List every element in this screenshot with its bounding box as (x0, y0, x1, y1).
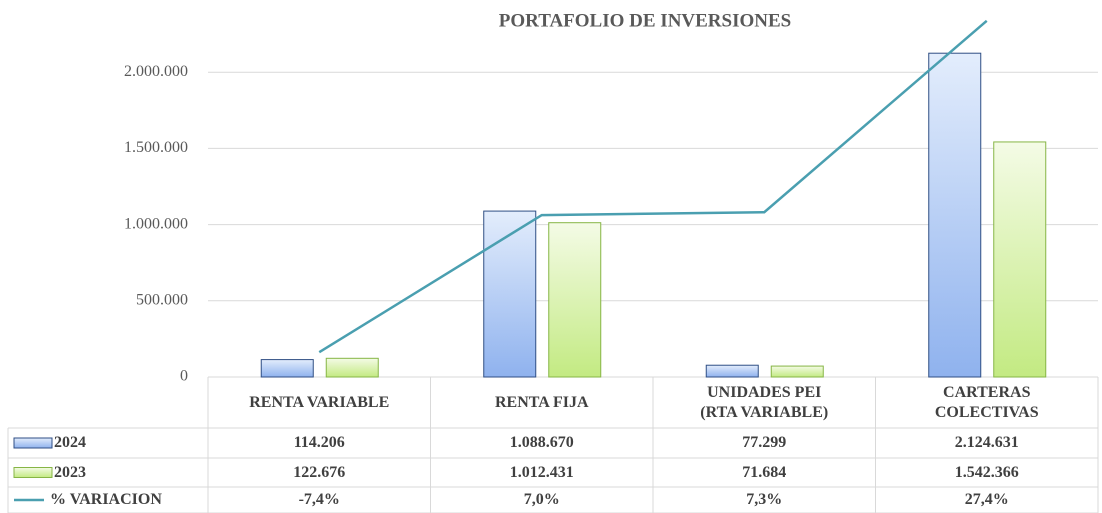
y-tick-label: 1.000.000 (124, 215, 188, 232)
bar (993, 141, 1047, 378)
legend-label: 2023 (54, 463, 86, 481)
x-tick-label: CARTERAS COLECTIVAS (934, 383, 1039, 421)
bar (928, 52, 982, 378)
table-value: 27,4% (964, 491, 1009, 508)
bar (548, 222, 602, 378)
y-tick-label: 500.000 (136, 291, 188, 308)
table-value: -7,4% (298, 491, 340, 508)
table-value: 1.088.670 (509, 434, 574, 451)
table-value: 7,3% (746, 491, 783, 508)
line (318, 19, 988, 354)
bar (325, 357, 379, 378)
x-tick-label: RENTA VARIABLE (249, 393, 390, 411)
x-tick-label: UNIDADES PEI (RTA VARIABLE) (700, 383, 829, 421)
table-value: 71.684 (742, 463, 787, 481)
table-value: 122.676 (293, 463, 346, 481)
chart-title: PORTAFOLIO DE INVERSIONES (499, 10, 791, 31)
y-tick-label: 2.000.000 (124, 63, 188, 80)
table-value: 7,0% (523, 491, 560, 508)
legend-label: 2024 (54, 434, 86, 451)
table-value: 1.542.366 (954, 463, 1019, 481)
legend-key (13, 467, 53, 478)
table-value: 1.012.431 (509, 463, 574, 481)
bar (770, 365, 824, 378)
legend-key (13, 437, 53, 449)
table-value: 114.206 (293, 434, 345, 451)
x-tick-label: RENTA FIJA (495, 393, 589, 411)
bar (705, 364, 759, 378)
legend-label: % VARIACION (50, 491, 162, 508)
y-tick-label: 0 (180, 368, 188, 385)
table-value: 2.124.631 (954, 434, 1019, 451)
y-tick-label: 1.500.000 (124, 139, 188, 156)
bar (260, 359, 314, 378)
bar (483, 210, 537, 378)
table-value: 77.299 (742, 434, 787, 451)
